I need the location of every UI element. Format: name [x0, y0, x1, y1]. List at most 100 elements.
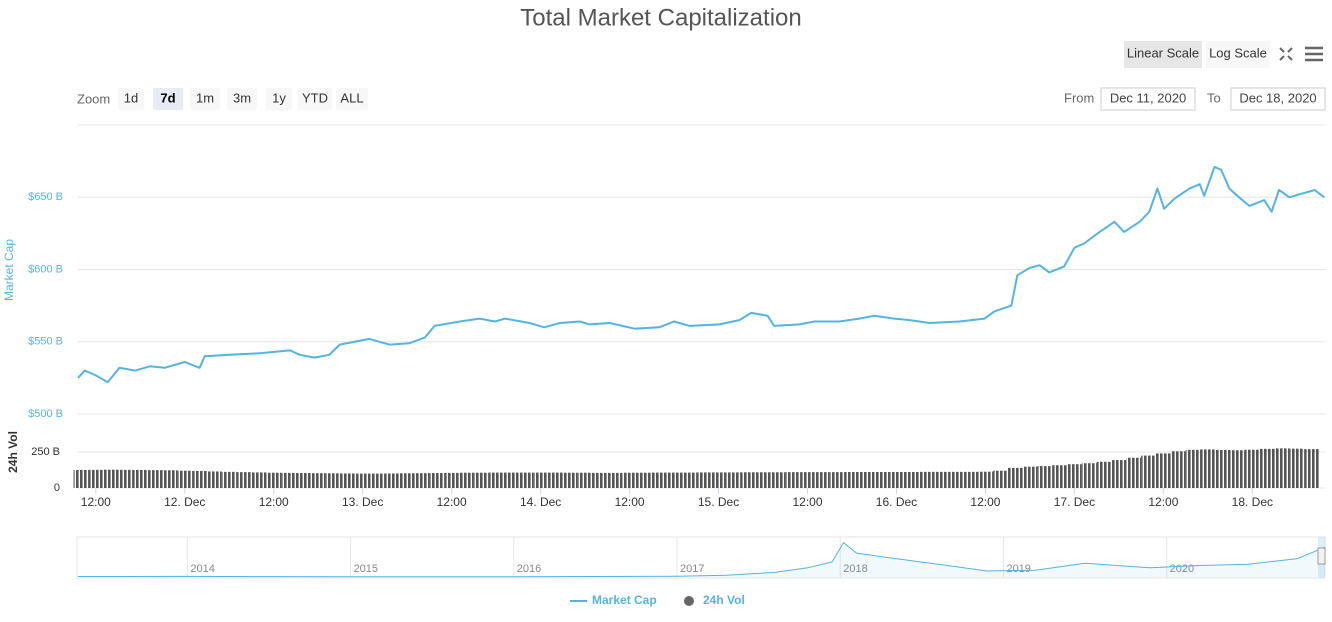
x-tick-label: 12:00 — [970, 495, 1000, 509]
volume-bar — [1230, 450, 1245, 488]
volume-bar — [518, 472, 534, 488]
volume-bar — [399, 473, 415, 488]
volume-bar — [770, 472, 786, 488]
volume-bar — [118, 469, 133, 488]
volume-bar — [88, 469, 104, 488]
navigator-tick-label: 2019 — [1006, 563, 1030, 575]
menu-icon[interactable] — [1305, 46, 1323, 62]
volume-bar — [533, 472, 549, 488]
y2-tick-label: 0 — [54, 482, 60, 494]
to-value[interactable]: Dec 18, 2020 — [1239, 90, 1316, 105]
volume-bar — [622, 472, 637, 488]
volume-bar — [1111, 460, 1127, 488]
scale-button[interactable] — [1206, 41, 1270, 68]
x-tick-label: 18. Dec — [1232, 495, 1273, 509]
volume-bar — [903, 472, 919, 488]
zoom-button-label[interactable]: YTD — [302, 90, 328, 105]
x-tick-label: 15. Dec — [698, 495, 739, 509]
zoom-button-label[interactable]: 1m — [196, 90, 214, 105]
x-tick-label: 12:00 — [81, 495, 111, 509]
volume-bar — [1081, 463, 1097, 488]
volume-bar — [725, 472, 741, 488]
zoom-button-label[interactable]: 3m — [233, 90, 251, 105]
zoom-button-label[interactable]: 1y — [272, 90, 286, 105]
volume-bar — [681, 472, 697, 488]
zoom-button-label[interactable]: ALL — [340, 90, 363, 105]
volume-bar — [1215, 449, 1231, 488]
volume-bar — [814, 472, 830, 488]
volume-bar — [548, 472, 563, 488]
volume-bar — [1037, 466, 1053, 488]
x-tick-label: 14. Dec — [520, 495, 561, 509]
zoom-button-label[interactable]: 1d — [124, 90, 138, 105]
to-label: To — [1207, 90, 1221, 105]
volume-bar — [1244, 449, 1260, 488]
legend-marker — [684, 596, 694, 606]
volume-bar — [948, 471, 964, 488]
volume-bar — [429, 473, 445, 488]
y-tick-label: $500 B — [28, 408, 63, 420]
y-axis-title: Market Cap — [2, 239, 16, 301]
scale-button-label[interactable]: Linear Scale — [1127, 45, 1199, 60]
volume-bar — [177, 470, 193, 488]
volume-bar — [874, 472, 890, 488]
volume-bar — [1067, 464, 1082, 488]
fullscreen-icon[interactable] — [1279, 47, 1293, 61]
zoom-button-label[interactable]: 7d — [160, 90, 175, 105]
y2-axis-title: 24h Vol — [6, 431, 20, 473]
legend-label[interactable]: 24h Vol — [703, 593, 745, 607]
navigator-area — [78, 542, 1325, 577]
volume-bar — [711, 472, 726, 488]
volume-bar — [473, 472, 489, 488]
volume-bar — [1274, 448, 1290, 488]
from-value[interactable]: Dec 11, 2020 — [1110, 90, 1186, 105]
volume-bar — [651, 472, 667, 488]
zoom-label: Zoom — [77, 91, 110, 106]
volume-bar — [859, 472, 875, 488]
navigator-tick-label: 2018 — [843, 563, 867, 575]
volume-bar — [577, 472, 593, 488]
volume-bar — [963, 471, 979, 488]
navigator-tick-label: 2017 — [680, 563, 704, 575]
volume-bar — [1126, 457, 1142, 488]
volume-bar — [236, 472, 252, 488]
volume-bar — [562, 472, 578, 488]
zoom-button[interactable] — [227, 88, 257, 110]
volume-bar — [370, 473, 385, 488]
zoom-button[interactable] — [298, 88, 332, 110]
volume-bar — [1096, 461, 1112, 488]
volume-bar — [1007, 467, 1023, 488]
zoom-button[interactable] — [118, 88, 144, 110]
volume-bar — [1200, 449, 1216, 488]
volume-bar — [281, 472, 296, 488]
zoom-button[interactable] — [190, 88, 220, 110]
scale-button[interactable] — [1124, 41, 1202, 68]
volume-bar — [459, 472, 474, 488]
x-tick-label: 12:00 — [437, 495, 467, 509]
to-input[interactable] — [1230, 87, 1326, 111]
volume-bar — [1259, 448, 1275, 488]
y-tick-label: $550 B — [28, 336, 63, 348]
volume-bar — [414, 473, 430, 488]
legend-label[interactable]: Market Cap — [592, 593, 657, 607]
volume-bar — [1022, 466, 1038, 488]
zoom-button[interactable] — [336, 88, 368, 110]
volume-bar — [162, 470, 178, 488]
volume-bar — [696, 472, 712, 488]
from-input[interactable] — [1100, 87, 1196, 111]
x-tick-label: 12:00 — [259, 495, 289, 509]
volume-bar — [295, 473, 311, 488]
volume-bar — [592, 472, 608, 488]
y-tick-label: $650 B — [28, 191, 63, 203]
navigator-handle[interactable] — [1317, 547, 1326, 565]
volume-bar — [933, 471, 949, 488]
zoom-button[interactable] — [266, 88, 292, 110]
x-tick-label: 12:00 — [793, 495, 823, 509]
volume-bar — [444, 472, 460, 488]
volume-bar — [355, 473, 371, 488]
volume-bar — [73, 470, 89, 488]
volume-bar — [1289, 448, 1305, 488]
zoom-button[interactable] — [153, 88, 183, 110]
x-tick-label: 12. Dec — [164, 495, 205, 509]
scale-button-label[interactable]: Log Scale — [1209, 45, 1267, 60]
